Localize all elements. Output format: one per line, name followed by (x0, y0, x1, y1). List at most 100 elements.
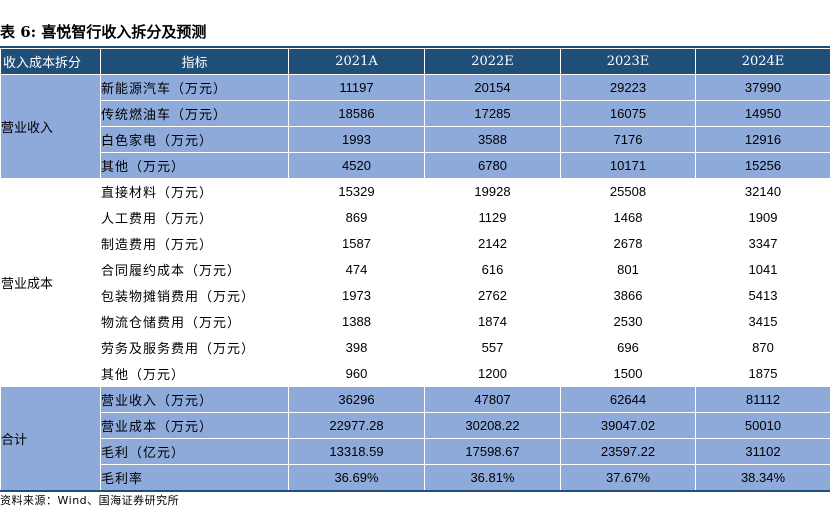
header-cell-2023e: 2023E (560, 48, 696, 75)
value-cell: 13318.59 (288, 438, 425, 465)
metric-label-cell: 白色家电（万元） (100, 126, 289, 153)
table-row: 其他（万元） 960 1200 1500 1875 (1, 360, 831, 387)
metric-label-cell: 包装物摊销费用（万元） (100, 282, 289, 309)
value-cell: 6780 (424, 152, 561, 179)
value-cell: 474 (288, 256, 425, 283)
value-cell: 25508 (560, 178, 696, 205)
value-cell: 19928 (424, 178, 561, 205)
value-cell: 15256 (695, 152, 831, 179)
value-cell: 22977.28 (288, 412, 425, 439)
value-cell: 1468 (560, 204, 696, 231)
category-cell: 营业成本 (0, 178, 101, 387)
value-cell: 869 (288, 204, 425, 231)
metric-label-cell: 毛利（亿元） (100, 438, 289, 465)
value-cell: 36296 (288, 386, 425, 413)
table-row: 合同履约成本（万元） 474 616 801 1041 (1, 256, 831, 283)
metric-label-cell: 营业成本（万元） (100, 412, 289, 439)
source-note: 资料来源：Wind、国海证券研究所 (0, 494, 180, 507)
value-cell: 1388 (288, 308, 425, 335)
metric-label-cell: 毛利率 (100, 464, 289, 491)
value-cell: 398 (288, 334, 425, 361)
metric-label-cell: 其他（万元） (100, 360, 289, 387)
metric-label-cell: 劳务及服务费用（万元） (100, 334, 289, 361)
value-cell: 7176 (560, 126, 696, 153)
table-row: 毛利率 36.69% 36.81% 37.67% 38.34% (1, 464, 831, 491)
metric-label-cell: 传统燃油车（万元） (100, 100, 289, 127)
value-cell: 2530 (560, 308, 696, 335)
value-cell: 18586 (288, 100, 425, 127)
metric-label-cell: 制造费用（万元） (100, 230, 289, 257)
value-cell: 801 (560, 256, 696, 283)
value-cell: 23597.22 (560, 438, 696, 465)
value-cell: 62644 (560, 386, 696, 413)
metric-label-cell: 营业收入（万元） (100, 386, 289, 413)
table-row: 包装物摊销费用（万元） 1973 2762 3866 5413 (1, 282, 831, 309)
value-cell: 20154 (424, 74, 561, 101)
header-cell-2024e: 2024E (695, 48, 831, 75)
table-row: 营业成本（万元） 22977.28 30208.22 39047.02 50010 (1, 412, 831, 439)
category-cell: 营业收入 (0, 74, 101, 179)
header-cell-2021a: 2021A (288, 48, 425, 75)
table-body: 营业收入 新能源汽车（万元） 11197 20154 29223 37990 传统燃油车（万… (0, 74, 831, 491)
metric-label-cell: 物流仓储费用（万元） (100, 308, 289, 335)
table-row: 其他（万元） 4520 6780 10171 15256 (1, 152, 831, 179)
value-cell: 17285 (424, 100, 561, 127)
category-cell: 合计 (0, 386, 101, 491)
metric-label-cell: 合同履约成本（万元） (100, 256, 289, 283)
value-cell: 1973 (288, 282, 425, 309)
table-row: 白色家电（万元） 1993 3588 7176 12916 (1, 126, 831, 153)
value-cell: 1200 (424, 360, 561, 387)
value-cell: 1041 (695, 256, 831, 283)
value-cell: 2762 (424, 282, 561, 309)
table-title: 表 6: 喜悦智行收入拆分及预测 (0, 23, 207, 41)
value-cell: 16075 (560, 100, 696, 127)
value-cell: 5413 (695, 282, 831, 309)
header-cell-2022e: 2022E (424, 48, 561, 75)
value-cell: 2142 (424, 230, 561, 257)
value-cell: 1993 (288, 126, 425, 153)
value-cell: 15329 (288, 178, 425, 205)
value-cell: 17598.67 (424, 438, 561, 465)
value-cell: 3415 (695, 308, 831, 335)
table-header-row: 收入成本拆分 指标 2021A 2022E 2023E 2024E (0, 48, 831, 75)
value-cell: 1500 (560, 360, 696, 387)
value-cell: 1875 (695, 360, 831, 387)
bottom-rule (0, 490, 830, 492)
table-row: 劳务及服务费用（万元） 398 557 696 870 (1, 334, 831, 361)
value-cell: 36.69% (288, 464, 425, 491)
value-cell: 11197 (288, 74, 425, 101)
value-cell: 1874 (424, 308, 561, 335)
value-cell: 4520 (288, 152, 425, 179)
table-row: 合计 营业收入（万元） 36296 47807 62644 81112 (0, 386, 831, 491)
value-cell: 81112 (695, 386, 831, 413)
value-cell: 616 (424, 256, 561, 283)
metric-label-cell: 人工费用（万元） (100, 204, 289, 231)
value-cell: 14950 (695, 100, 831, 127)
value-cell: 3866 (560, 282, 696, 309)
value-cell: 1587 (288, 230, 425, 257)
value-cell: 870 (695, 334, 831, 361)
value-cell: 50010 (695, 412, 831, 439)
value-cell: 696 (560, 334, 696, 361)
top-rule (0, 46, 830, 48)
metric-label-cell: 其他（万元） (100, 152, 289, 179)
value-cell: 36.81% (424, 464, 561, 491)
table-row: 传统燃油车（万元） 18586 17285 16075 14950 (1, 100, 831, 127)
value-cell: 29223 (560, 74, 696, 101)
value-cell: 47807 (424, 386, 561, 413)
table-row: 毛利（亿元） 13318.59 17598.67 23597.22 31102 (1, 438, 831, 465)
value-cell: 37990 (695, 74, 831, 101)
value-cell: 557 (424, 334, 561, 361)
value-cell: 3347 (695, 230, 831, 257)
value-cell: 12916 (695, 126, 831, 153)
value-cell: 31102 (695, 438, 831, 465)
header-cell-metric: 指标 (100, 48, 289, 75)
metric-label-cell: 直接材料（万元） (100, 178, 289, 205)
value-cell: 1909 (695, 204, 831, 231)
value-cell: 2678 (560, 230, 696, 257)
value-cell: 37.67% (560, 464, 696, 491)
table-row: 人工费用（万元） 869 1129 1468 1909 (1, 204, 831, 231)
value-cell: 32140 (695, 178, 831, 205)
value-cell: 30208.22 (424, 412, 561, 439)
value-cell: 38.34% (695, 464, 831, 491)
